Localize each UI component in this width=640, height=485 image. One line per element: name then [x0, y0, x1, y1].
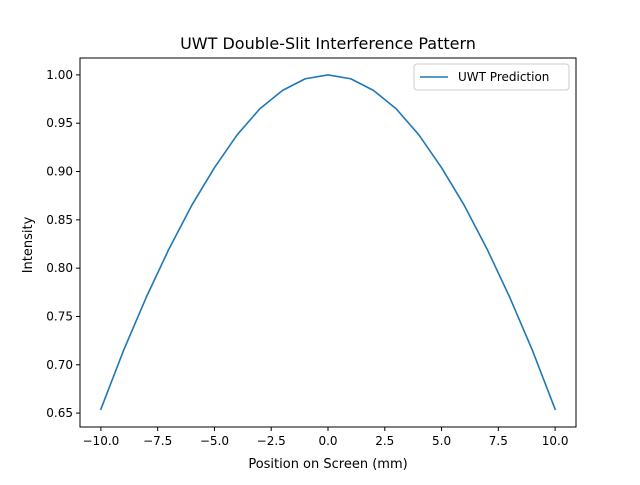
- plot-area: −10.0 −7.5 −5.0 −2.5 0.0 2.5 5.0 7.5 10.0 0.65 0.7…: [46, 57, 577, 448]
- x-tick-label: −10.0: [83, 434, 120, 448]
- y-axis-label: Intensity: [21, 216, 36, 273]
- y-tick-label: 0.75: [46, 309, 73, 323]
- x-tick-label: −5.0: [200, 434, 229, 448]
- x-tick-label: 7.5: [489, 434, 508, 448]
- x-tick-label: 0.0: [318, 434, 337, 448]
- y-tick-label: 0.85: [46, 213, 73, 227]
- y-tick-label: 0.70: [46, 358, 73, 372]
- legend-box: [413, 63, 570, 91]
- x-tick-label: 5.0: [432, 434, 451, 448]
- y-tick-label: 0.95: [46, 116, 73, 130]
- y-tick-label: 0.80: [46, 261, 73, 275]
- x-tick-label: 10.0: [542, 434, 569, 448]
- y-tick-label: 0.65: [46, 406, 73, 420]
- series-line-0: [99, 74, 557, 411]
- y-tick-label: 1.00: [46, 68, 73, 82]
- chart-title: UWT Double-Slit Interference Pattern: [180, 34, 476, 53]
- y-tick-label: 0.90: [46, 165, 73, 179]
- x-tick-label: −7.5: [143, 434, 172, 448]
- x-tick-label: 2.5: [375, 434, 394, 448]
- legend-label: UWT Prediction: [458, 70, 549, 84]
- x-axis-label: Position on Screen (mm): [248, 457, 407, 472]
- x-tick-label: −2.5: [257, 434, 286, 448]
